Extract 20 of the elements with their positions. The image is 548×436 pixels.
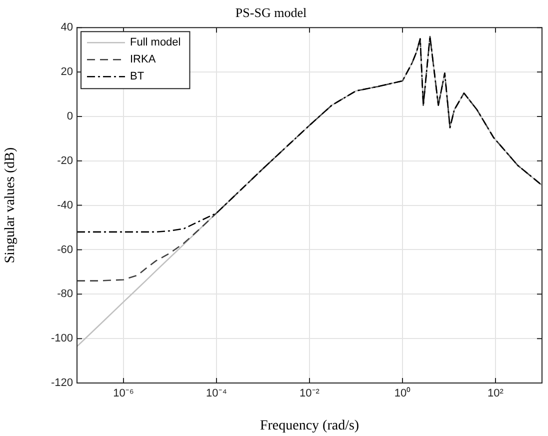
y-tick-label: -100 xyxy=(50,332,73,345)
x-tick-label: 10⁻⁴ xyxy=(206,388,228,400)
y-tick-label: 20 xyxy=(60,66,73,78)
y-tick-label: -60 xyxy=(57,244,73,256)
y-tick-label: -80 xyxy=(57,288,73,300)
x-tick-label: 10⁻² xyxy=(300,388,320,400)
y-tick-label: 40 xyxy=(60,22,73,34)
y-tick-label: -120 xyxy=(50,377,73,390)
y-tick-label: -20 xyxy=(57,154,73,167)
x-tick-label: 10⁻⁶ xyxy=(113,388,134,400)
legend-label: BT xyxy=(130,70,144,83)
y-tick-label: -40 xyxy=(57,199,73,212)
y-tick-label: 0 xyxy=(66,110,73,122)
chart-title: PS-SG model xyxy=(235,5,307,20)
legend-label: IRKA xyxy=(130,54,156,66)
x-axis-title: Frequency (rad/s) xyxy=(260,418,360,434)
x-tick-label: 10² xyxy=(488,388,504,400)
x-tick-label: 10⁰ xyxy=(394,386,411,400)
y-axis-title: Singular values (dB) xyxy=(3,147,18,264)
legend-label: Full model xyxy=(130,36,181,49)
